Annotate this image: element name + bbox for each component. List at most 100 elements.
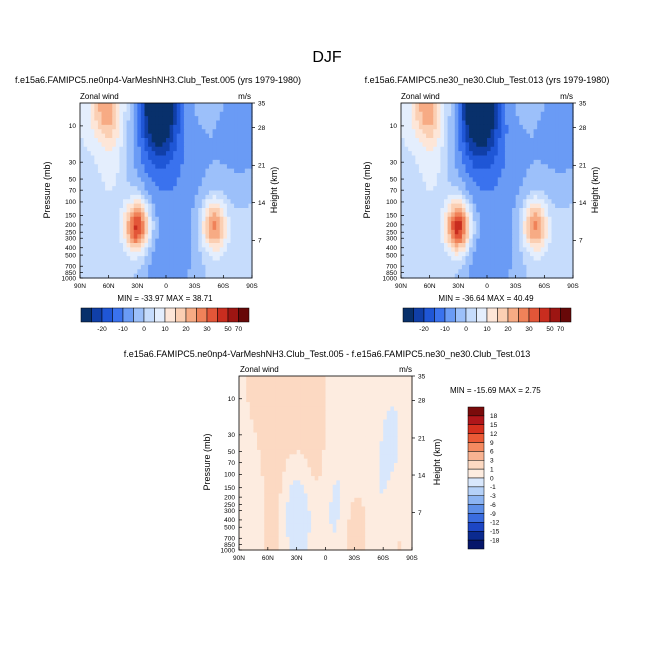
right-cell <box>569 251 574 257</box>
diff-cell <box>314 454 319 460</box>
right-cell <box>512 129 517 135</box>
diff-cell <box>289 380 294 386</box>
right-cell <box>537 116 542 122</box>
right-cell <box>472 243 477 248</box>
diff-cell <box>293 454 298 460</box>
right-cell <box>444 133 449 139</box>
left-cell <box>151 111 156 117</box>
left-y-tick-label: 400 <box>65 245 76 252</box>
right-cell <box>544 181 549 187</box>
right-cell <box>497 229 502 235</box>
left-cell <box>216 229 221 235</box>
right-cell <box>544 120 549 126</box>
left-cell <box>126 155 131 161</box>
right-cell <box>558 177 563 183</box>
diff-cell <box>296 423 301 429</box>
diff-cell <box>242 454 247 460</box>
diff-cell <box>242 458 247 464</box>
diff-cell <box>408 458 413 464</box>
diff-cell <box>300 389 305 394</box>
right-cell <box>519 186 524 192</box>
right-cell <box>512 155 517 161</box>
right-cell <box>558 120 563 126</box>
right-colorbar-label: 50 <box>546 326 554 333</box>
right-cell <box>497 212 502 218</box>
left-cell <box>83 221 88 227</box>
left-cell <box>169 221 174 227</box>
left-cell <box>130 155 135 161</box>
right-cell <box>497 269 502 275</box>
diff-cell <box>329 423 334 429</box>
left-cell <box>234 199 239 205</box>
right-cell <box>476 129 481 135</box>
left-cell <box>112 103 117 108</box>
left-cell <box>112 243 117 248</box>
left-cell <box>166 142 171 148</box>
right-cell <box>436 251 442 257</box>
left-cell <box>115 190 121 196</box>
left-cell <box>198 186 203 192</box>
right-cell <box>555 216 560 222</box>
right-cell <box>476 234 481 240</box>
left-cell <box>201 247 207 253</box>
right-cell <box>519 256 524 262</box>
left-cell <box>223 194 228 200</box>
left-cell <box>219 203 224 209</box>
right-cell <box>454 199 459 205</box>
left-cell <box>144 111 149 117</box>
left-cell <box>112 129 117 135</box>
left-cell <box>119 208 124 213</box>
left-cell <box>216 194 221 200</box>
left-cell <box>87 264 92 270</box>
left-cell <box>108 133 113 139</box>
left-cell <box>115 133 121 139</box>
left-cell <box>155 238 160 244</box>
diff-cell <box>350 389 355 394</box>
diff-cell <box>271 384 276 390</box>
left-panel: f.e15a6.FAMIPC5.ne0np4-VarMeshNH3.Club_T… <box>15 75 301 333</box>
diff-cell <box>271 406 276 412</box>
left-cell <box>158 173 164 178</box>
right-cell <box>479 212 485 218</box>
right-cell <box>504 186 510 192</box>
left-cell <box>183 173 189 178</box>
right-cell <box>494 168 499 174</box>
left-cell <box>155 251 160 257</box>
right-cell <box>487 146 492 152</box>
left-cell <box>173 208 178 213</box>
left-cell <box>216 138 221 143</box>
right-cell <box>447 177 452 183</box>
right-cell <box>465 151 470 157</box>
right-cell <box>544 221 549 227</box>
left-cell <box>191 251 196 257</box>
left-cell <box>126 120 131 126</box>
right-cell <box>436 116 442 122</box>
right-cell <box>530 256 535 262</box>
left-right-tick-label: 21 <box>258 163 266 170</box>
left-cell <box>205 212 210 218</box>
right-cell <box>454 273 459 279</box>
right-cell <box>433 124 438 130</box>
left-cell <box>119 142 124 148</box>
left-cell <box>90 138 95 143</box>
diff-cell <box>390 436 395 442</box>
left-cell <box>234 208 239 213</box>
left-cell <box>241 103 246 108</box>
right-cell <box>487 251 492 257</box>
diff-cell <box>257 436 262 442</box>
left-cell <box>80 273 85 279</box>
right-cell <box>436 238 442 244</box>
diff-cell <box>383 384 388 390</box>
right-cell <box>454 164 459 170</box>
right-cell <box>418 107 424 113</box>
diff-cell <box>260 406 265 412</box>
right-cell <box>447 159 452 165</box>
right-cell <box>458 142 463 148</box>
diff-cell <box>361 393 366 399</box>
left-cell <box>187 155 192 161</box>
right-cell <box>447 173 452 178</box>
right-cell <box>508 269 513 275</box>
right-cell <box>508 186 513 192</box>
left-cell <box>108 247 113 253</box>
diff-cell <box>361 415 366 421</box>
